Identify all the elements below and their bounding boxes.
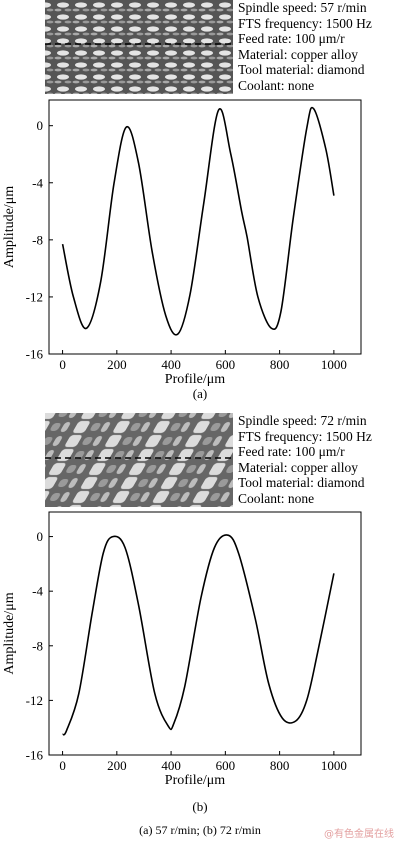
plot-frame xyxy=(48,511,362,756)
x-tick-label: 1000 xyxy=(321,758,347,773)
y-tick-label: -8 xyxy=(32,638,43,653)
y-tick-label: 0 xyxy=(37,529,44,544)
y-tick-label: -16 xyxy=(26,347,44,362)
x-tick-label: 200 xyxy=(107,758,127,773)
param-feed-rate: Feed rate: 100 μm/r xyxy=(238,444,345,460)
x-axis-label: Profile/μm xyxy=(165,773,225,788)
x-axis-label: Profile/μm xyxy=(165,372,225,387)
chart-a: 0 200 400 600 800 1000 0 -4 -8 -12 -16 Profile/μm Am… xyxy=(2,99,362,387)
param-fts-frequency: FTS frequency: 1500 Hz xyxy=(238,15,372,31)
panel-label-a: (a) xyxy=(192,386,208,401)
chart-b: 0 200 400 600 800 1000 0 -4 -8 -12 -16 Profile/μm Am… xyxy=(2,511,362,788)
y-tick-label: -12 xyxy=(26,289,43,304)
x-tick-label: 0 xyxy=(59,357,66,372)
param-coolant: Coolant: none xyxy=(238,490,315,506)
y-tick-label: 0 xyxy=(37,118,44,133)
micrograph-b xyxy=(45,413,233,507)
series-line xyxy=(61,106,335,336)
x-tick-label: 400 xyxy=(161,357,181,372)
param-coolant: Coolant: none xyxy=(238,77,315,93)
x-tick-label: 600 xyxy=(216,758,236,773)
series-line xyxy=(61,534,335,736)
y-tick-label: -4 xyxy=(32,584,43,599)
x-tick-label: 400 xyxy=(161,758,181,773)
y-tick-label: -16 xyxy=(26,748,44,763)
x-tick-label: 1000 xyxy=(321,357,347,372)
param-fts-frequency: FTS frequency: 1500 Hz xyxy=(238,428,372,444)
param-material: Material: copper alloy xyxy=(238,46,358,62)
figure-caption: (a) 57 r/min; (b) 72 r/min xyxy=(139,823,261,837)
x-tick-label: 800 xyxy=(270,758,290,773)
x-tick-label: 800 xyxy=(270,357,290,372)
y-tick-label: -12 xyxy=(26,693,43,708)
parameters-a: Spindle speed: 57 r/min FTS frequency: 1… xyxy=(238,0,372,94)
param-spindle-speed: Spindle speed: 72 r/min xyxy=(238,413,367,428)
plot-frame xyxy=(48,99,362,355)
param-feed-rate: Feed rate: 100 μm/r xyxy=(238,31,345,47)
y-tick-label: -8 xyxy=(32,232,43,247)
y-tick-label: -4 xyxy=(32,175,43,190)
parameters-b: Spindle speed: 72 r/min FTS frequency: 1… xyxy=(238,413,372,507)
y-axis-label: Amplitude/μm xyxy=(2,592,17,674)
micrograph-a xyxy=(45,0,233,94)
param-tool-material: Tool material: diamond xyxy=(238,62,365,78)
param-spindle-speed: Spindle speed: 57 r/min xyxy=(238,0,367,15)
param-tool-material: Tool material: diamond xyxy=(238,475,365,491)
x-tick-label: 200 xyxy=(107,357,127,372)
y-axis-label: Amplitude/μm xyxy=(2,186,17,268)
panel-label-b: (b) xyxy=(192,799,208,814)
x-tick-label: 0 xyxy=(59,758,66,773)
x-tick-label: 600 xyxy=(216,357,236,372)
param-material: Material: copper alloy xyxy=(238,459,358,475)
watermark: @有色金属在线 xyxy=(324,829,394,840)
